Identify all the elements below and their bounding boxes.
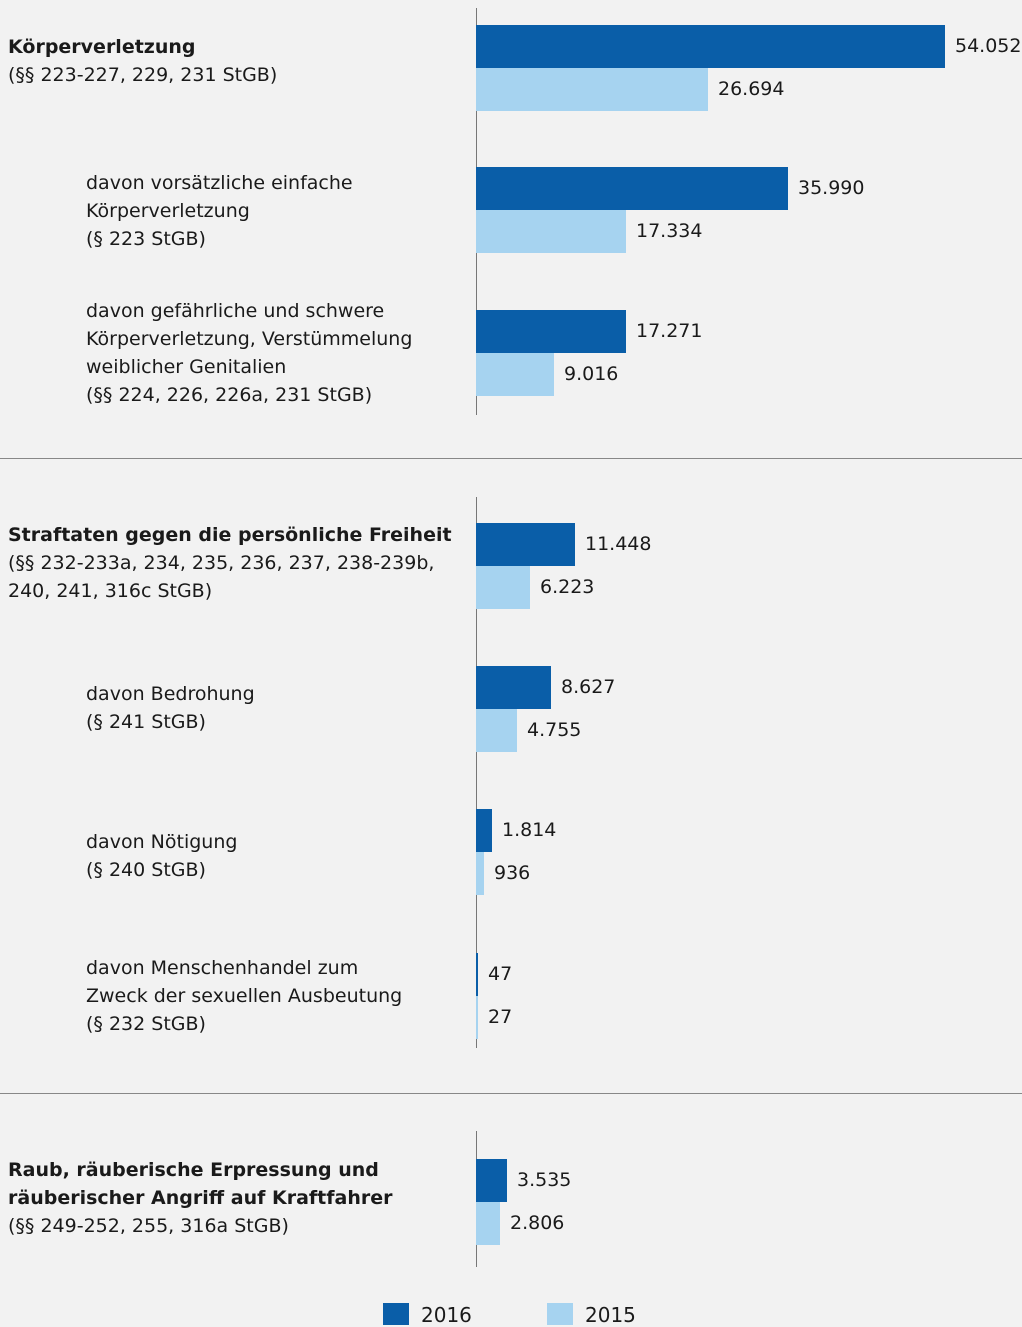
category-subtext: davon vorsätzliche einfache [86, 172, 353, 194]
value-label-2016: 47 [488, 963, 513, 985]
category-subtext: (§§ 223-227, 229, 231 StGB) [8, 64, 278, 86]
category-subtext: davon gefährliche und schwere [86, 300, 385, 322]
category-subtext: 240, 241, 316c StGB) [8, 580, 213, 602]
legend-label-2016: 2016 [421, 1303, 472, 1327]
category-label: davon Bedrohung (§ 241 StGB) [86, 680, 255, 736]
category-title: Raub, räuberische Erpressung und [8, 1159, 379, 1181]
value-label-2015: 27 [488, 1006, 513, 1028]
bar-2015 [476, 996, 478, 1039]
category-subtext: (§§ 249-252, 255, 316a StGB) [8, 1215, 289, 1237]
legend-swatch-2016 [383, 1303, 409, 1325]
category-label: Körperverletzung (§§ 223-227, 229, 231 St… [8, 33, 277, 89]
category-subtext: (§ 240 StGB) [86, 859, 206, 881]
bar-2015 [476, 68, 708, 111]
value-label-2015: 9.016 [564, 363, 619, 385]
bar-2015 [476, 566, 530, 609]
category-subtext: (§ 241 StGB) [86, 711, 206, 733]
category-subtext: (§ 232 StGB) [86, 1013, 206, 1035]
category-title: Straftaten gegen die persönliche Freihei… [8, 524, 452, 546]
value-label-2016: 35.990 [798, 177, 865, 199]
bar-2016 [476, 953, 478, 996]
category-label: Raub, räuberische Erpressung und räuberis… [8, 1156, 393, 1240]
value-label-2015: 26.694 [718, 78, 785, 100]
category-subtext: davon Menschenhandel zum [86, 957, 359, 979]
bar-2015 [476, 353, 554, 396]
value-label-2016: 3.535 [517, 1169, 572, 1191]
value-label-2015: 6.223 [540, 576, 595, 598]
category-title: räuberischer Angriff auf Kraftfahrer [8, 1187, 393, 1209]
bar-2015 [476, 852, 484, 895]
bar-2016 [476, 809, 492, 852]
category-subtext: Körperverletzung, Verstümmelung [86, 328, 413, 350]
bar-2016 [476, 310, 626, 353]
legend-2016: 2016 [383, 1303, 472, 1327]
legend-label-2015: 2015 [585, 1303, 636, 1327]
category-subtext: davon Bedrohung [86, 683, 255, 705]
section-separator [0, 458, 1022, 459]
value-label-2016: 1.814 [502, 819, 557, 841]
category-label: davon vorsätzliche einfache Körperverletz… [86, 169, 353, 253]
category-label: Straftaten gegen die persönliche Freihei… [8, 521, 452, 605]
category-label: davon gefährliche und schwere Körperverle… [86, 297, 412, 409]
value-label-2016: 17.271 [636, 320, 703, 342]
bar-2016 [476, 523, 575, 566]
bar-2016 [476, 25, 945, 68]
bar-2015 [476, 210, 626, 253]
section-separator [0, 1093, 1022, 1094]
category-label: davon Nötigung (§ 240 StGB) [86, 828, 237, 884]
category-label: davon Menschenhandel zum Zweck der sexuel… [86, 954, 402, 1038]
category-subtext: Zweck der sexuellen Ausbeutung [86, 985, 403, 1007]
bar-2016 [476, 1159, 507, 1202]
value-label-2015: 2.806 [510, 1212, 565, 1234]
value-label-2015: 936 [494, 862, 531, 884]
value-label-2015: 4.755 [527, 719, 582, 741]
value-label-2016: 11.448 [585, 533, 652, 555]
legend-swatch-2015 [547, 1303, 573, 1325]
category-subtext: davon Nötigung [86, 831, 238, 853]
axis-line [476, 497, 477, 1048]
legend-2015: 2015 [547, 1303, 636, 1327]
bar-2016 [476, 666, 551, 709]
category-subtext: Körperverletzung [86, 200, 250, 222]
value-label-2016: 8.627 [561, 676, 616, 698]
value-label-2016: 54.052 [955, 35, 1022, 57]
bar-2015 [476, 709, 517, 752]
value-label-2015: 17.334 [636, 220, 703, 242]
category-subtext: (§§ 232-233a, 234, 235, 236, 237, 238-23… [8, 552, 435, 574]
bar-2015 [476, 1202, 500, 1245]
category-subtext: weiblicher Genitalien [86, 356, 287, 378]
category-subtext: (§ 223 StGB) [86, 228, 206, 250]
category-subtext: (§§ 224, 226, 226a, 231 StGB) [86, 384, 373, 406]
bar-2016 [476, 167, 788, 210]
category-title: Körperverletzung [8, 36, 196, 58]
